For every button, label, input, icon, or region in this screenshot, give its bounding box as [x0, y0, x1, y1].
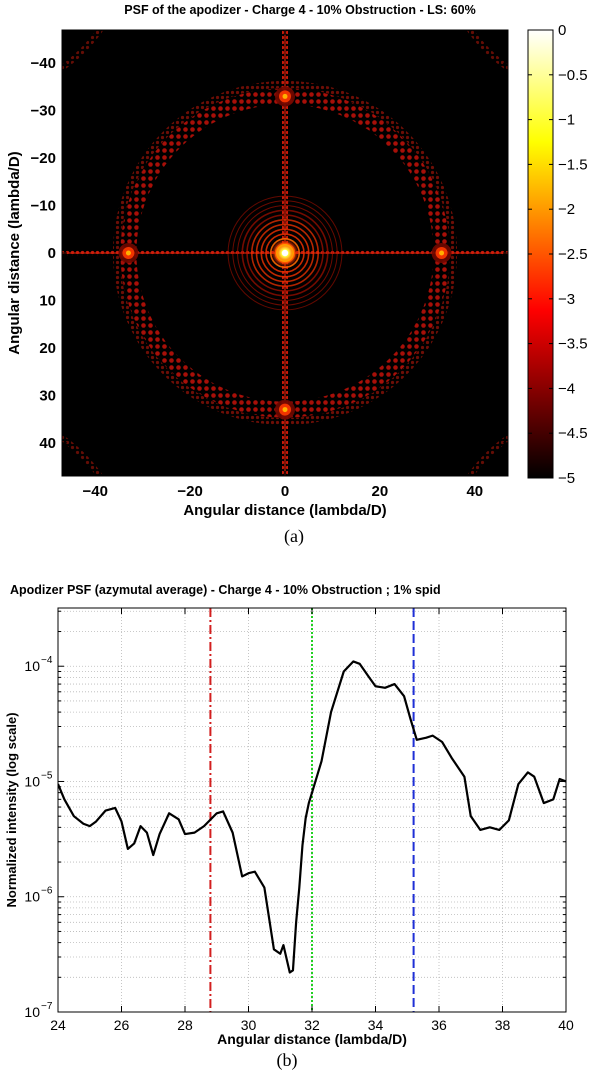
psf-spot-core [282, 93, 288, 99]
colorbar-gradient [527, 29, 554, 479]
y-tick-exponent: −7 [41, 1001, 53, 1012]
y-tick-exponent: −6 [41, 886, 53, 897]
panel-a-title: PSF of the apodizer - Charge 4 - 10% Obs… [124, 3, 475, 17]
y-tick-label: 10 [24, 1004, 40, 1020]
psf-ring [260, 228, 310, 278]
panel-a-x-ticks: −40 −20 0 20 40 [82, 30, 483, 500]
colorbar: 0 −0.5 −1 −1.5 −2 −2.5 −3 −3.5 −4 −4.5 −5 [527, 22, 588, 487]
colorbar-tick-label: −3 [558, 291, 575, 308]
x-tick-label: 0 [281, 483, 289, 500]
panel-a-ylabel: Angular distance (lambda/D) [6, 151, 23, 354]
y-tick-label: 40 [39, 435, 56, 452]
psf-features [62, 30, 508, 476]
panel-b-title: Apodizer PSF (azymutal average) - Charge… [10, 583, 441, 597]
psf-spot-core [282, 407, 288, 413]
colorbar-tick-label: −0.5 [558, 67, 588, 84]
x-tick-label: 24 [50, 1017, 66, 1033]
series-line [58, 660, 566, 974]
panel-b-ylabel: Normalized intensity (log scale) [4, 712, 19, 907]
x-tick-label: 34 [368, 1017, 384, 1033]
psf-ring [246, 214, 324, 292]
psf-image [62, 30, 508, 476]
y-tick-label: −40 [31, 55, 56, 72]
x-tick-label: 20 [372, 483, 389, 500]
y-tick-exponent: −4 [41, 655, 53, 666]
colorbar-tick-label: 0 [558, 22, 566, 39]
psf-ring [269, 237, 301, 269]
y-tick-label: 10 [24, 773, 40, 789]
psf-peak [281, 249, 289, 257]
psf-ring [227, 195, 343, 311]
x-tick-label: −20 [177, 483, 202, 500]
series [58, 660, 566, 974]
y-tick-label: −10 [31, 198, 56, 215]
x-tick-label: 40 [466, 483, 483, 500]
y-tick-label: 20 [39, 340, 56, 357]
psf-inner-ring [276, 244, 294, 262]
x-tick-label: 30 [241, 1017, 257, 1033]
psf-ring [232, 200, 338, 306]
y-tick-label: 10 [24, 658, 40, 674]
x-tick-label: 40 [558, 1017, 574, 1033]
colorbar-tick-label: −5 [558, 470, 575, 487]
y-tick-exponent: −5 [41, 770, 53, 781]
colorbar-tick-label: −4.5 [558, 425, 588, 442]
y-tick-label: −20 [31, 150, 56, 167]
panel-a-label: (a) [284, 526, 304, 547]
colorbar-tick-label: −2 [558, 201, 575, 218]
panel-b-y-ticks: 10−710−610−510−4 [24, 655, 52, 1020]
psf-ring [265, 233, 305, 273]
y-tick-label: −30 [31, 103, 56, 120]
psf-ring [237, 205, 333, 301]
colorbar-tick-label: −4 [558, 380, 575, 397]
x-tick-label: 26 [114, 1017, 130, 1033]
panel-b-label: (b) [277, 1050, 298, 1071]
panel-b-x-ticks: 24 26 28 30 32 34 36 38 40 [50, 608, 574, 1033]
panel-a: PSF of the apodizer - Charge 4 - 10% Obs… [6, 3, 588, 547]
x-tick-label: 28 [177, 1017, 193, 1033]
y-tick-label: 10 [24, 889, 40, 905]
psf-ring [255, 223, 315, 283]
panel-a-y-ticks: −40 −30 −20 −10 0 10 20 30 40 [31, 55, 508, 452]
x-tick-label: −40 [82, 483, 107, 500]
panel-a-xlabel: Angular distance (lambda/D) [183, 502, 386, 519]
colorbar-tick-label: −3.5 [558, 336, 588, 353]
x-tick-label: 32 [304, 1017, 320, 1033]
colorbar-tick-label: −1.5 [558, 156, 588, 173]
psf-spot-core [125, 250, 131, 256]
reference-lines [209, 608, 415, 1012]
colorbar-tick-label: −2.5 [558, 246, 588, 263]
y-tick-label: 0 [48, 245, 56, 262]
psf-ring [250, 218, 320, 288]
colorbar-ticks: 0 −0.5 −1 −1.5 −2 −2.5 −3 −3.5 −4 −4.5 −5 [528, 22, 588, 487]
y-tick-label: 30 [39, 387, 56, 404]
panel-b-xlabel: Angular distance (lambda/D) [217, 1031, 407, 1047]
x-tick-label: 38 [495, 1017, 511, 1033]
psf-spot-core [439, 250, 445, 256]
psf-ring [241, 209, 329, 297]
x-tick-label: 36 [431, 1017, 447, 1033]
y-tick-label: 10 [39, 292, 56, 309]
panel-b: Apodizer PSF (azymutal average) - Charge… [4, 583, 574, 1071]
colorbar-tick-label: −1 [558, 112, 575, 129]
